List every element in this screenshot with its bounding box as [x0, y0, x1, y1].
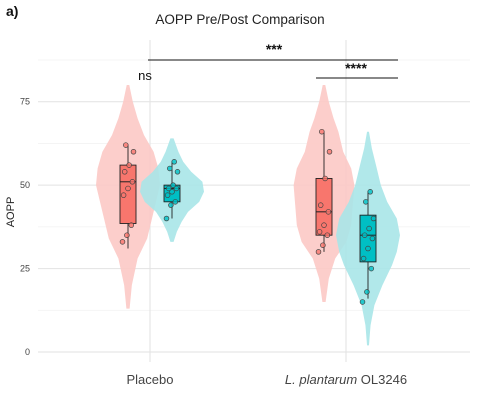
y-axis-label: AOPP [5, 197, 17, 228]
data-point [123, 142, 129, 148]
data-point [172, 199, 179, 205]
data-point [316, 229, 323, 235]
x-category-label: L. plantarum OL3246 [285, 372, 407, 387]
data-point [169, 189, 175, 195]
data-point [326, 149, 333, 155]
data-point [322, 175, 328, 182]
x-axis-labels: Placebo L. plantarum OL3246 [127, 372, 408, 387]
data-point [121, 169, 128, 175]
data-point [128, 222, 135, 228]
data-point [365, 245, 371, 252]
significance-ns: ns [138, 68, 152, 83]
box [359, 214, 377, 263]
data-point [168, 202, 174, 208]
data-point [320, 242, 326, 248]
data-point [163, 215, 170, 222]
data-point [164, 192, 171, 198]
data-point [325, 209, 332, 215]
data-point [125, 185, 131, 192]
data-point [319, 128, 325, 135]
data-point [368, 265, 375, 272]
y-axis-ticks: 0 25 50 75 [20, 97, 30, 357]
plot-area [96, 85, 400, 346]
x-category-italic: L. plantarum [285, 372, 357, 387]
data-point [124, 232, 130, 238]
data-point [369, 235, 376, 242]
data-point [171, 159, 177, 165]
data-point [360, 255, 367, 262]
data-point [174, 169, 181, 175]
data-point [126, 162, 132, 168]
data-point [317, 202, 324, 208]
x-category-label: Placebo [127, 372, 174, 387]
data-point [324, 232, 331, 238]
panel-label: a) [6, 3, 19, 19]
data-point [120, 192, 127, 198]
data-point [315, 249, 322, 255]
data-point [170, 182, 176, 188]
data-point [119, 239, 126, 245]
y-tick-label: 0 [25, 347, 30, 357]
chart-title: AOPP Pre/Post Comparison [155, 12, 324, 27]
data-point [361, 232, 368, 238]
x-category-plain: Placebo [127, 372, 174, 387]
data-point [367, 189, 373, 195]
y-tick-label: 50 [20, 180, 30, 190]
data-point [129, 179, 136, 185]
data-point [370, 215, 377, 222]
data-point [366, 225, 372, 232]
data-point [130, 149, 137, 155]
data-point [363, 199, 369, 205]
significance-between-label: *** [266, 41, 283, 57]
y-tick-label: 75 [20, 97, 30, 107]
data-point [321, 222, 327, 228]
significance-annotations: ns******* [138, 41, 398, 83]
data-point [167, 165, 173, 172]
y-tick-label: 25 [20, 264, 30, 274]
data-point [165, 185, 172, 192]
x-category-plain: OL3246 [357, 372, 407, 387]
data-point [364, 289, 370, 295]
significance-within-label: **** [345, 60, 367, 76]
data-point [359, 299, 366, 305]
data-point [173, 185, 180, 192]
